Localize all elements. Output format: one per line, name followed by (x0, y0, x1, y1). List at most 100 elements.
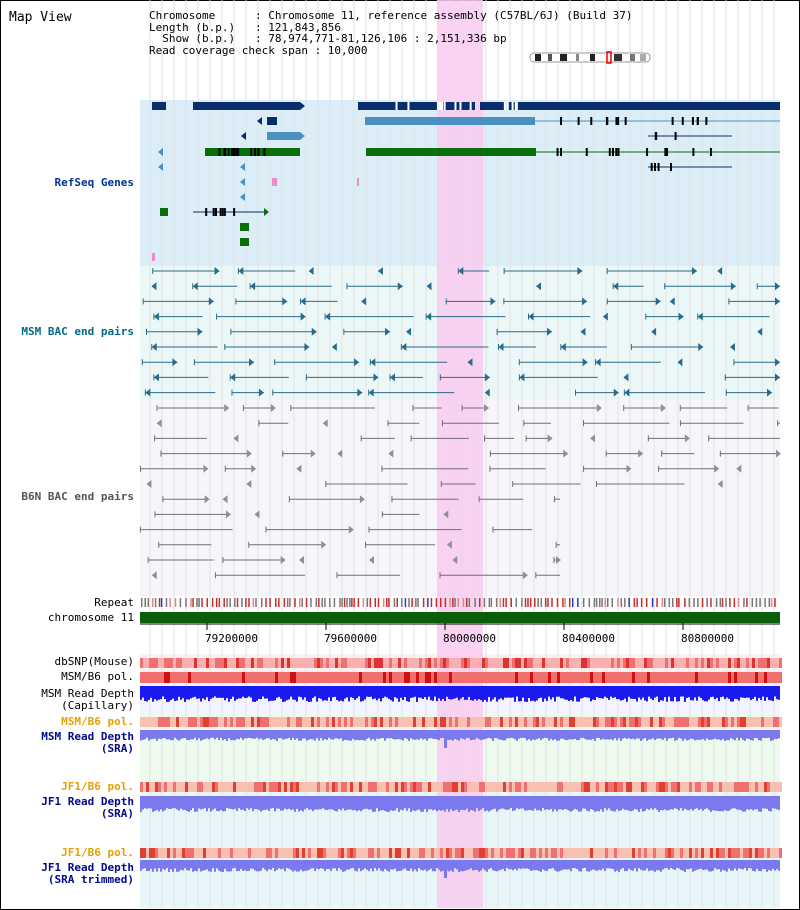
b6n-bac-label[interactable]: B6N BAC end pairs (21, 490, 134, 503)
depth-bar (646, 796, 648, 809)
heat-cell (521, 717, 524, 727)
depth-bar (320, 796, 322, 810)
depth-bar (452, 686, 454, 700)
heat-cell (776, 848, 779, 858)
depth-bar (530, 860, 532, 871)
exon (438, 102, 441, 110)
msm-b6-pol-label[interactable]: MSM/B6 pol. (61, 670, 134, 683)
depth-bar (574, 730, 576, 739)
heat-cell (524, 717, 527, 727)
depth-bar (154, 796, 156, 811)
msm-read-depth-sra-label[interactable]: MSM Read Depth (SRA) (41, 731, 134, 755)
depth-bar (172, 730, 174, 741)
heat-cell (443, 782, 446, 792)
arrow-right (300, 312, 306, 321)
msm-b6-pol-sra-label[interactable]: MSM/B6 pol. (61, 715, 134, 728)
heat-cell (224, 658, 227, 668)
depth-bar (720, 730, 722, 741)
depth-bar (542, 686, 544, 702)
heat-cell (683, 717, 686, 727)
jf1-b6-pol-label[interactable]: JF1/B6 pol. (61, 780, 134, 793)
refseq-genes-label[interactable]: RefSeq Genes (54, 176, 134, 189)
repeat-mark (444, 598, 447, 607)
heat-cell (308, 848, 311, 858)
heat-cell (662, 717, 665, 727)
heat-cell (329, 848, 332, 858)
heat-cell (401, 672, 404, 683)
heat-cell (461, 782, 464, 792)
jf1-read-depth-trimmed-label[interactable]: JF1 Read Depth (SRA trimmed) (41, 862, 134, 886)
depth-bar (166, 730, 168, 740)
depth-bar (566, 686, 568, 700)
depth-bar (670, 730, 672, 739)
depth-bar (576, 796, 578, 810)
depth-bar (268, 730, 270, 739)
dbsnp-label[interactable]: dbSNP(Mouse) (54, 655, 134, 668)
depth-bar (382, 860, 384, 872)
repeat-mark (593, 598, 596, 607)
heat-cell (377, 717, 380, 727)
repeat-mark (604, 598, 606, 607)
heat-cell (431, 672, 434, 683)
heat-cell (281, 848, 284, 858)
heat-cell (287, 717, 290, 727)
depth-bar (702, 730, 704, 740)
depth-bar (422, 730, 424, 740)
heat-cell (536, 658, 539, 668)
depth-bar (748, 686, 750, 698)
heat-cell (356, 782, 359, 792)
heat-cell (482, 717, 485, 727)
heat-cell (377, 848, 380, 858)
depth-bar (244, 860, 246, 871)
heat-cell (146, 658, 149, 668)
repeat-label[interactable]: Repeat (94, 596, 134, 609)
depth-bar (412, 686, 414, 698)
ideogram-band (640, 54, 646, 61)
jf1-b6-pol-trimmed-label[interactable]: JF1/B6 pol. (61, 846, 134, 859)
heat-cell (416, 717, 419, 727)
heat-cell (227, 658, 230, 668)
heat-cell (506, 672, 509, 683)
depth-bar (554, 686, 556, 702)
chromosome-label[interactable]: chromosome 11 (47, 611, 134, 624)
msm-bac-label[interactable]: MSM BAC end pairs (21, 325, 134, 338)
depth-bar (300, 686, 302, 698)
arrow-left (230, 373, 236, 382)
heat-cell (206, 717, 209, 727)
heat-cell (587, 717, 590, 727)
depth-bar (272, 686, 274, 701)
depth-bar (336, 730, 338, 739)
heat-cell (668, 782, 671, 792)
depth-bar (224, 860, 226, 869)
heat-cell (185, 848, 188, 858)
heat-cell (581, 658, 584, 668)
heat-cell (425, 782, 428, 792)
heat-cell (728, 782, 731, 792)
depth-bar (396, 730, 398, 740)
heat-cell (713, 717, 716, 727)
depth-bar (476, 730, 478, 738)
heat-cell (527, 848, 530, 858)
heat-cell (404, 848, 407, 858)
heat-cell (365, 672, 368, 683)
depth-bar (604, 796, 606, 809)
heat-cell (551, 782, 554, 792)
depth-bar (622, 796, 624, 809)
depth-bar (232, 730, 234, 741)
heat-cell (191, 717, 194, 727)
depth-bar (728, 686, 730, 699)
heat-cell (440, 848, 443, 858)
heat-cell (311, 782, 314, 792)
depth-bar (660, 796, 662, 811)
depth-bar (736, 686, 738, 700)
depth-bar (620, 686, 622, 701)
msm-read-depth-capillary-label[interactable]: MSM Read Depth (Capillary) (41, 688, 134, 712)
heat-cell (311, 658, 314, 668)
heat-cell (389, 672, 392, 683)
jf1-read-depth-label[interactable]: JF1 Read Depth (SRA) (41, 796, 134, 820)
heat-cell (434, 658, 437, 668)
depth-bar (564, 860, 566, 870)
depth-bar (436, 796, 438, 812)
arrow-right (282, 297, 288, 306)
